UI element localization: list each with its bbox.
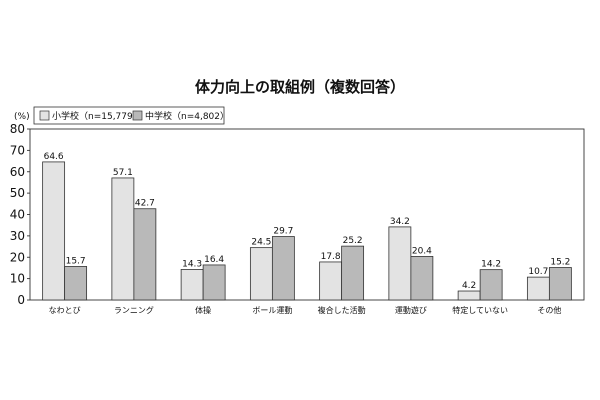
x-category-label: 複合した活動	[318, 305, 366, 315]
y-tick-label: 80	[10, 122, 25, 136]
bar-junior	[202, 264, 226, 301]
x-category-label: ランニング	[114, 305, 154, 315]
y-tick-label: 20	[10, 250, 25, 264]
bar-elementary	[249, 247, 273, 301]
bar-elementary	[111, 177, 135, 301]
legend-label-elementary: 小学校（n=15,779）	[52, 110, 142, 122]
x-category-label: ボール運動	[252, 306, 292, 315]
data-label-junior: 16.4	[204, 255, 224, 265]
data-label-junior: 20.4	[412, 246, 432, 256]
legend-label-junior: 中学校（n=4,802）	[145, 110, 229, 122]
y-tick-label: 40	[10, 208, 25, 222]
data-label-junior: 15.7	[66, 256, 86, 266]
chart-title: 体力向上の取組例（複数回答）	[195, 78, 405, 96]
legend-swatch-elementary	[39, 110, 50, 121]
bar-elementary	[388, 226, 412, 301]
bar-elementary	[42, 161, 66, 301]
legend-frame	[33, 106, 225, 125]
x-category-label: その他	[537, 305, 561, 315]
bar-elementary	[319, 261, 343, 301]
y-tick-label: 60	[10, 165, 25, 179]
bar-junior	[341, 245, 365, 301]
data-label-junior: 25.2	[343, 236, 363, 246]
x-category-label: 運動遊び	[395, 305, 427, 315]
data-label-junior: 29.7	[273, 227, 293, 237]
y-tick-label: 0	[17, 293, 25, 307]
legend-swatch-junior	[132, 110, 143, 121]
y-tick-label: 70	[10, 143, 25, 157]
y-tick-label: 10	[10, 272, 25, 286]
y-unit-label: (%)	[14, 112, 30, 122]
bar-junior	[133, 208, 157, 301]
legend: 小学校（n=15,779） 中学校（n=4,802）	[33, 106, 229, 125]
bar-junior	[271, 236, 295, 301]
bar-junior	[479, 269, 503, 301]
bar-elementary	[526, 276, 550, 301]
data-label-elementary: 57.1	[113, 168, 133, 178]
data-label-junior: 15.2	[550, 258, 570, 268]
data-label-elementary: 24.5	[251, 238, 271, 248]
bar-elementary	[180, 269, 204, 301]
data-label-junior: 14.2	[481, 260, 501, 270]
bar-elementary	[457, 290, 481, 301]
data-label-junior: 42.7	[135, 199, 155, 209]
x-category-label: 体操	[195, 305, 211, 315]
y-tick-label: 30	[10, 229, 25, 243]
data-label-elementary: 34.2	[390, 217, 410, 227]
data-label-elementary: 17.8	[321, 252, 341, 262]
x-category-label: なわとび	[49, 306, 81, 315]
bar-junior	[548, 267, 572, 301]
data-label-elementary: 64.6	[44, 152, 64, 162]
bars	[42, 161, 572, 301]
data-label-elementary: 4.2	[462, 281, 476, 291]
data-label-elementary: 10.7	[528, 267, 548, 277]
axes: 0 10 20 30 40 50 60 70 80	[10, 122, 585, 307]
x-category-label: 特定していない	[452, 305, 508, 315]
bar-junior	[64, 266, 88, 301]
y-tick-label: 50	[10, 186, 25, 200]
bar-junior	[410, 255, 434, 301]
data-label-elementary: 14.3	[182, 259, 202, 269]
